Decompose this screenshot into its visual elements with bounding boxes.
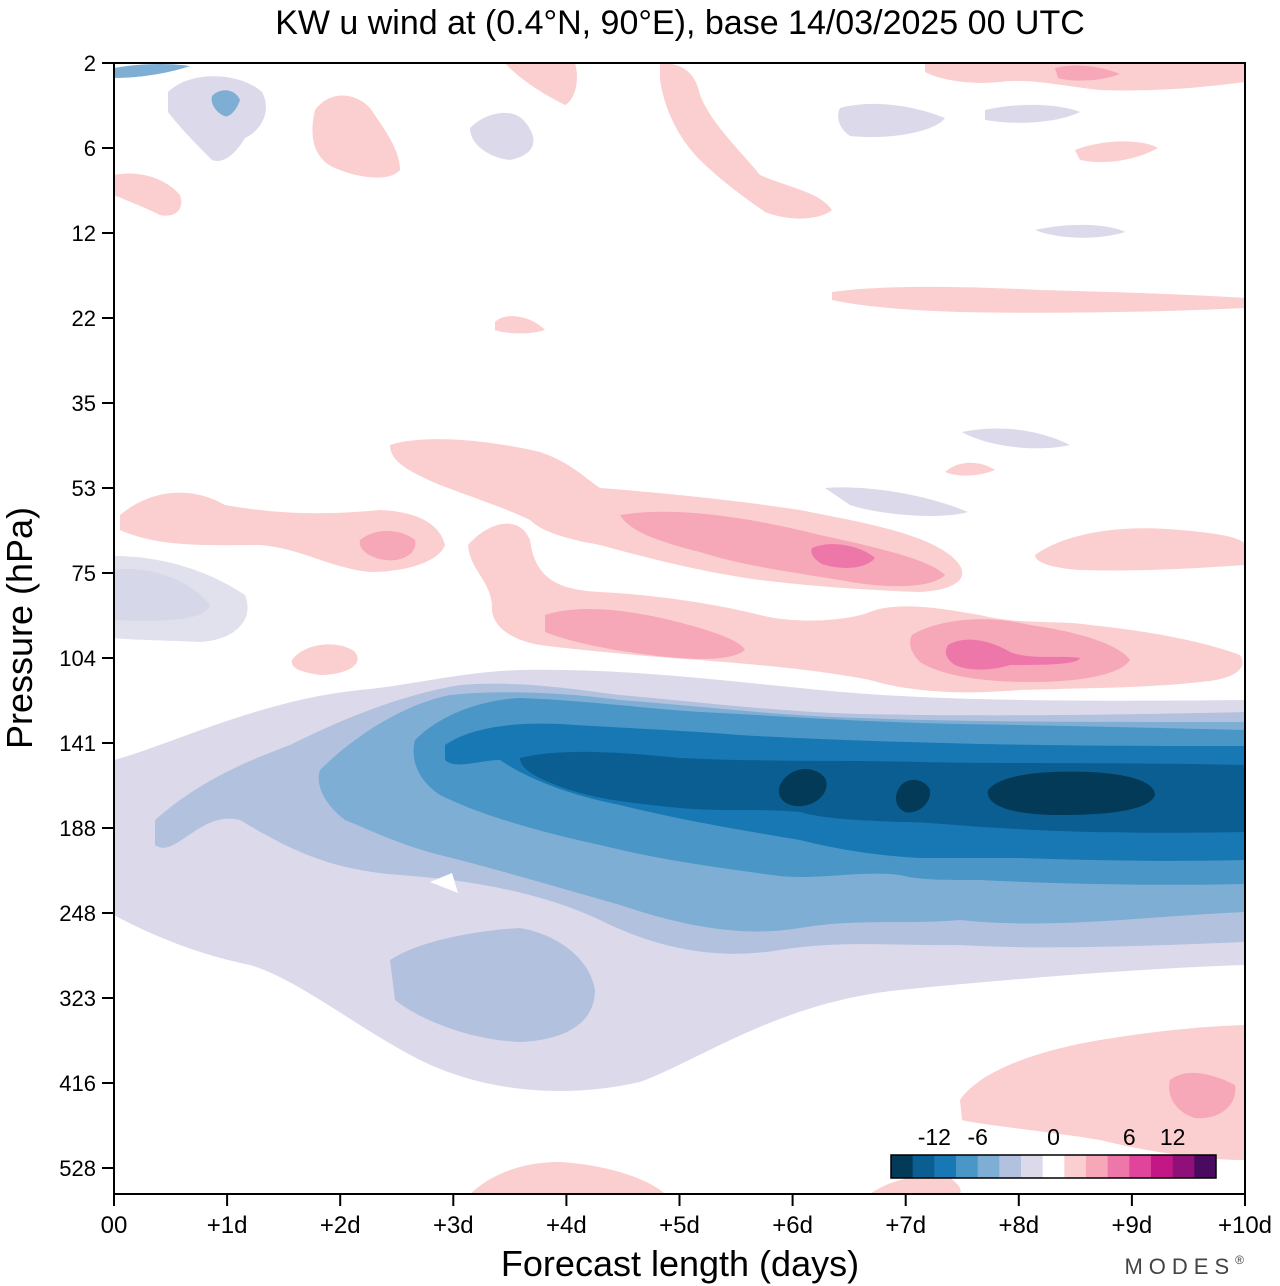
- contour-pos-10: [505, 63, 577, 105]
- colorbar-tick-label: 12: [1160, 1124, 1186, 1150]
- y-tick-label: 35: [72, 391, 96, 416]
- y-tick-label: 528: [59, 1156, 96, 1181]
- y-tick-label: 53: [72, 476, 96, 501]
- contour-neg-strat-7: [114, 63, 190, 78]
- contour-neg-strat-6: [962, 428, 1070, 449]
- colorbar-swatch: [1086, 1155, 1109, 1178]
- colorbar-swatch: [934, 1155, 957, 1178]
- x-tick-label: +5d: [659, 1212, 700, 1239]
- colorbar-frame: [890, 1154, 1217, 1179]
- contour-pos-1b: [359, 531, 416, 561]
- x-axis-label: Forecast length (days): [501, 1243, 859, 1284]
- y-tick-label: 416: [59, 1071, 96, 1096]
- contour-pos-16: [945, 462, 995, 476]
- contour-pos-11: [660, 63, 832, 219]
- colorbar-tick-label: 0: [1047, 1124, 1060, 1150]
- contour-pos-3d: [945, 639, 1080, 670]
- y-tick-label: 248: [59, 901, 96, 926]
- contour-pos-9: [312, 95, 400, 178]
- contour-neg-strat-8: [985, 104, 1080, 123]
- contour-pos-13: [832, 286, 1245, 313]
- contour-neg-strat-3: [470, 112, 534, 160]
- colorbar-swatch: [956, 1155, 979, 1178]
- contour-pos-12b: [1055, 65, 1120, 81]
- y-tick-label: 2: [84, 51, 96, 76]
- y-tick-label: 22: [72, 306, 96, 331]
- colorbar: -12 -6 0 6 12: [890, 1124, 1217, 1179]
- contour-pos-15: [495, 316, 545, 334]
- y-tick-label: 75: [72, 561, 96, 586]
- x-tick-label: +3d: [433, 1212, 474, 1239]
- brand-mark: ®: [1235, 1253, 1250, 1267]
- colorbar-swatch: [999, 1155, 1022, 1178]
- colorbar-swatch: [1064, 1155, 1087, 1178]
- x-tick-label: +8d: [998, 1212, 1039, 1239]
- contour-neg-7c: [987, 771, 1155, 815]
- colorbar-swatch: [1151, 1155, 1174, 1178]
- x-tick-label: +9d: [1112, 1212, 1153, 1239]
- contour-pos-8: [114, 173, 182, 216]
- contour-neg-strat-5: [825, 487, 968, 516]
- contour-pos-2c: [811, 544, 875, 568]
- y-axis-label: Pressure (hPa): [0, 507, 40, 749]
- brand-logo: MODES®: [1124, 1253, 1250, 1279]
- colorbar-swatch: [977, 1155, 1000, 1178]
- colorbar-swatch: [1194, 1155, 1217, 1178]
- y-tick-label: 188: [59, 816, 96, 841]
- contour-pos-6: [960, 1025, 1245, 1160]
- y-tick-label: 104: [59, 646, 96, 671]
- y-tick-label: 12: [72, 221, 96, 246]
- y-tick-label: 323: [59, 986, 96, 1011]
- contour-pos-1: [120, 492, 445, 572]
- plot-area: [114, 63, 1245, 1194]
- contour-neg-strat-2: [168, 76, 266, 161]
- colorbar-swatch: [891, 1155, 914, 1178]
- brand-name: MODES: [1124, 1254, 1235, 1279]
- x-axis: 00 +1d +2d +3d +4d +5d +6d +7d +8d +9d +10d: [101, 1194, 1272, 1239]
- x-tick-label: +2d: [320, 1212, 361, 1239]
- contour-neg-strat-2b: [211, 90, 240, 117]
- x-tick-label: +7d: [885, 1212, 926, 1239]
- x-tick-label: 00: [101, 1212, 128, 1239]
- contour-white-hole: [430, 873, 458, 893]
- contour-neg-strat-1o: [114, 556, 248, 642]
- colorbar-tick-label: 6: [1123, 1124, 1136, 1150]
- colorbar-tick-label: -12: [918, 1124, 951, 1150]
- colorbar-swatch: [1021, 1155, 1044, 1178]
- contour-neg-7: [778, 768, 827, 807]
- chart-title: KW u wind at (0.4°N, 90°E), base 14/03/2…: [275, 4, 1085, 42]
- contour-pos-7b: [870, 1175, 961, 1194]
- x-tick-label: +6d: [772, 1212, 813, 1239]
- contour-neg-7b: [896, 779, 931, 813]
- contour-pos-4: [291, 644, 358, 675]
- contour-neg-strat-4: [838, 103, 945, 138]
- colorbar-swatch: [1172, 1155, 1195, 1178]
- contour-pos-2b: [620, 511, 945, 587]
- contour-pos-5: [1035, 528, 1245, 571]
- contour-pos-6b: [1169, 1072, 1236, 1119]
- colorbar-tick-label: -6: [967, 1124, 987, 1150]
- colorbar-swatch: [1042, 1155, 1065, 1178]
- colorbar-swatch: [1107, 1155, 1130, 1178]
- contour-pos-3b: [545, 608, 745, 659]
- x-tick-label: +1d: [207, 1212, 248, 1239]
- contour-neg-strat-9: [1035, 224, 1125, 238]
- colorbar-swatch: [912, 1155, 935, 1178]
- y-axis: 2 6 12 22 35 53 75 104 141 188 248 323 416 528: [59, 51, 114, 1181]
- contour-pos-7: [470, 1162, 665, 1194]
- y-tick-label: 6: [84, 136, 96, 161]
- colorbar-swatch: [1129, 1155, 1152, 1178]
- y-tick-label: 141: [59, 731, 96, 756]
- contour-pos-14: [1075, 141, 1158, 163]
- x-tick-label: +10d: [1218, 1212, 1272, 1239]
- x-tick-label: +4d: [546, 1212, 587, 1239]
- contour-neg-2b: [390, 928, 595, 1042]
